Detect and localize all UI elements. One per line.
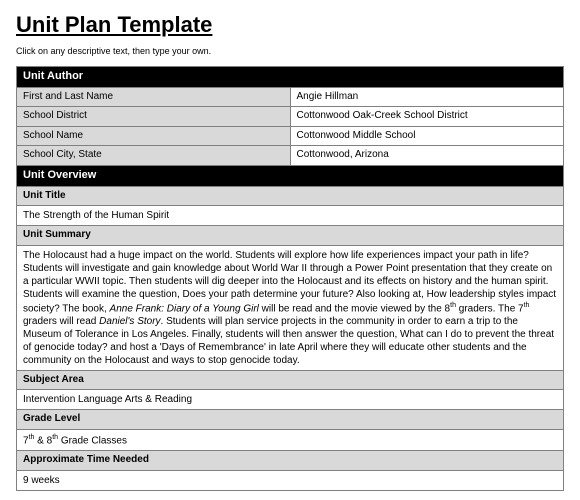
label-time: Approximate Time Needed [17, 451, 564, 471]
label-district: School District [17, 107, 291, 127]
value-school[interactable]: Cottonwood Middle School [290, 126, 564, 146]
value-grade[interactable]: 7th & 8th Grade Classes [17, 429, 564, 450]
label-name: First and Last Name [17, 87, 291, 107]
label-unit-title: Unit Title [17, 186, 564, 206]
label-grade: Grade Level [17, 410, 564, 430]
section-header-overview: Unit Overview [17, 165, 564, 186]
value-unit-summary[interactable]: The Holocaust had a huge impact on the w… [17, 245, 564, 370]
value-time[interactable]: 9 weeks [17, 470, 564, 490]
value-city[interactable]: Cottonwood, Arizona [290, 146, 564, 166]
section-header-author: Unit Author [17, 67, 564, 88]
label-unit-summary: Unit Summary [17, 226, 564, 246]
label-school: School Name [17, 126, 291, 146]
label-subject: Subject Area [17, 370, 564, 390]
value-district[interactable]: Cottonwood Oak-Creek School District [290, 107, 564, 127]
page-title: Unit Plan Template [16, 12, 564, 38]
unit-plan-table: Unit Author First and Last Name Angie Hi… [16, 66, 564, 491]
value-name[interactable]: Angie Hillman [290, 87, 564, 107]
value-subject[interactable]: Intervention Language Arts & Reading [17, 390, 564, 410]
instruction-text: Click on any descriptive text, then type… [16, 46, 564, 56]
value-unit-title[interactable]: The Strength of the Human Spirit [17, 206, 564, 226]
label-city: School City, State [17, 146, 291, 166]
